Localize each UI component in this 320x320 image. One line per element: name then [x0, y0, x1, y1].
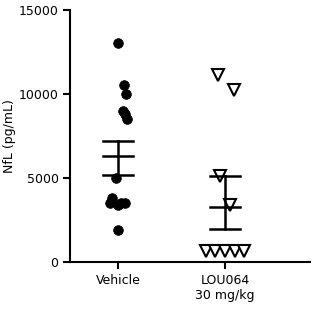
- Y-axis label: NfL (pg/mL): NfL (pg/mL): [3, 99, 16, 173]
